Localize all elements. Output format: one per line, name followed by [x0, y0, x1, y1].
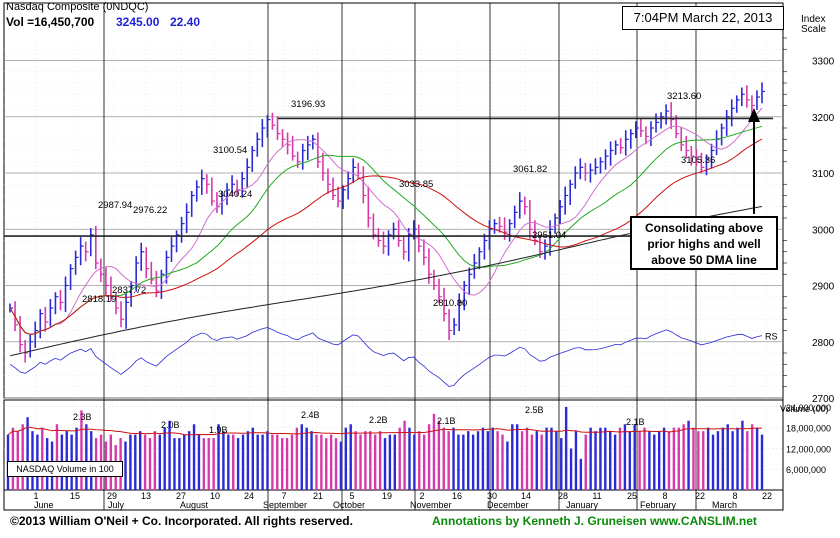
price-annotation: 3040.24 — [218, 189, 252, 200]
date-tick-label: 16 — [452, 491, 462, 501]
date-tick-label: 7 — [281, 491, 286, 501]
annotation-arrow-head — [748, 108, 760, 122]
price-annotation: 3213.60 — [667, 91, 701, 102]
price-annotation: 3196.93 — [291, 99, 325, 110]
date-tick-label: 25 — [627, 491, 637, 501]
timestamp-box: 7:04PM March 22, 2013 — [622, 6, 784, 30]
chart-title: Nasdaq Composite (0NDQC) — [6, 1, 149, 13]
annotation-box: Consolidating above prior highs and well… — [630, 216, 778, 270]
volume-average-line — [7, 426, 763, 436]
volume-peak-label: 2.4B — [301, 410, 320, 420]
date-tick-label: 8 — [662, 491, 667, 501]
price-tick-label: 3100 — [812, 169, 835, 180]
month-label: July — [108, 500, 125, 510]
date-tick-label: 2 — [419, 491, 424, 501]
volume-peak-label: 2.2B — [369, 415, 388, 425]
volume-tick-label: 6,000,000 — [786, 465, 826, 475]
price-tick-label: 2900 — [812, 282, 835, 293]
price-annotation: 3105.36 — [681, 155, 715, 166]
index-scale-label: Index Scale — [801, 14, 827, 35]
ma50-line — [9, 125, 763, 335]
date-tick-label: 11 — [592, 491, 601, 501]
month-label: March — [712, 500, 737, 510]
month-label: January — [566, 500, 599, 510]
annotation-line-3: above 50 DMA line — [651, 253, 757, 267]
month-label: February — [640, 500, 677, 510]
month-label: December — [487, 500, 529, 510]
ma-long-line — [9, 138, 763, 335]
price-annotation: 3033.85 — [399, 179, 433, 190]
date-tick-label: 1 — [33, 491, 38, 501]
ma10-line — [9, 107, 763, 335]
volume-peak-label: 1.9B — [209, 425, 228, 435]
credits-text: Annotations by Kenneth J. Gruneisen www.… — [432, 514, 757, 528]
price-readout: 3245.00 — [116, 15, 160, 29]
price-annotation: 2810.80 — [433, 298, 467, 309]
price-annotation: 3100.54 — [213, 145, 247, 156]
volume-tick-label: 12,000,000 — [786, 444, 831, 454]
date-tick-label: 24 — [244, 491, 254, 501]
month-label: October — [333, 500, 365, 510]
date-tick-label: 14 — [521, 491, 531, 501]
month-label: June — [34, 500, 54, 510]
price-tick-label: 3200 — [812, 113, 835, 124]
date-tick-label: 5 — [349, 491, 354, 501]
month-label: August — [180, 500, 209, 510]
date-tick-label: 15 — [70, 491, 80, 501]
price-tick-label: 3000 — [812, 225, 835, 236]
date-tick-label: 8 — [732, 491, 737, 501]
month-label: November — [410, 500, 452, 510]
volume-tick-label: 18,000,000 — [786, 424, 831, 434]
date-tick-label: 28 — [558, 491, 568, 501]
price-annotation: 2951.04 — [532, 230, 566, 241]
volume-panel-label: NASDAQ Volume in 100 — [7, 461, 123, 477]
volume-peak-label: 2.0B — [161, 420, 180, 430]
annotation-line-2: prior highs and well — [647, 237, 761, 251]
date-tick-label: 19 — [382, 491, 392, 501]
price-annotation: 2837.72 — [112, 285, 146, 296]
date-tick-label: 21 — [313, 491, 323, 501]
volume-peak-label: 2.1B — [437, 416, 456, 426]
volume-scale-label: Volume (00) — [780, 404, 829, 414]
date-tick-label: 10 — [210, 491, 220, 501]
rs-line — [9, 327, 763, 388]
volume-tick-label: 24,000,000 — [786, 403, 831, 413]
date-tick-label: 13 — [141, 491, 151, 501]
price-annotation: 2987.94 — [98, 200, 132, 211]
rs-label: RS — [765, 332, 778, 342]
annotation-line-1: Consolidating above — [644, 221, 763, 235]
change-readout: 22.40 — [170, 15, 201, 29]
volume-peak-label: 2.5B — [525, 405, 544, 415]
volume-peak-label: 2.3B — [73, 412, 92, 422]
date-tick-label: 29 — [107, 491, 117, 501]
price-annotation: 2976.22 — [133, 205, 167, 216]
volume-readout: Vol =16,450,700 — [6, 15, 95, 29]
price-tick-label: 2700 — [812, 394, 835, 405]
price-annotation: 3061.82 — [513, 164, 547, 175]
month-label: September — [263, 500, 307, 510]
date-tick-label: 22 — [762, 491, 772, 501]
price-tick-label: 2800 — [812, 338, 835, 349]
date-tick-label: 30 — [487, 491, 497, 501]
date-tick-label: 22 — [695, 491, 705, 501]
copyright-text: ©2013 William O'Neil + Co. Incorporated.… — [10, 514, 353, 528]
volume-peak-label: 2.1B — [626, 417, 645, 427]
price-tick-label: 3300 — [812, 57, 835, 68]
date-tick-label: 27 — [176, 491, 186, 501]
price-annotation: 2818.19 — [82, 294, 116, 305]
